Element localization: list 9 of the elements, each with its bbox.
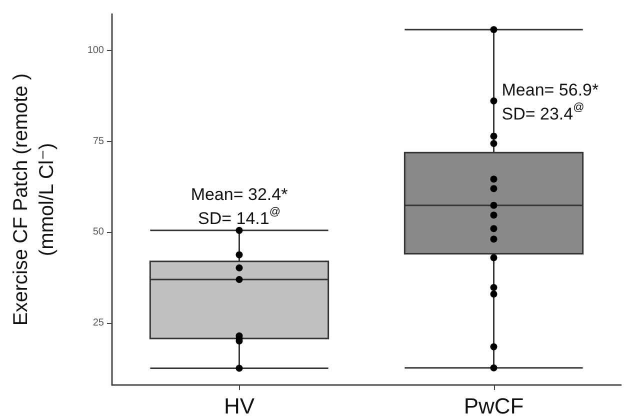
y-axis-title: Exercise CF Patch (remote ) (mmol/L Cl⁻) bbox=[10, 73, 58, 326]
x-tick-label: PwCF bbox=[464, 394, 524, 418]
annotation: Mean= 32.4* SD= 14.1@ bbox=[190, 184, 288, 228]
y-tick-label: 100 bbox=[87, 44, 104, 56]
y-tick-label: 75 bbox=[92, 136, 104, 147]
y-tick-label: 50 bbox=[92, 226, 104, 238]
x-tick-label: HV bbox=[224, 394, 255, 418]
y-tick-label: 25 bbox=[92, 318, 104, 329]
annotation: Mean= 56.9* SD= 23.4@ bbox=[502, 80, 600, 124]
